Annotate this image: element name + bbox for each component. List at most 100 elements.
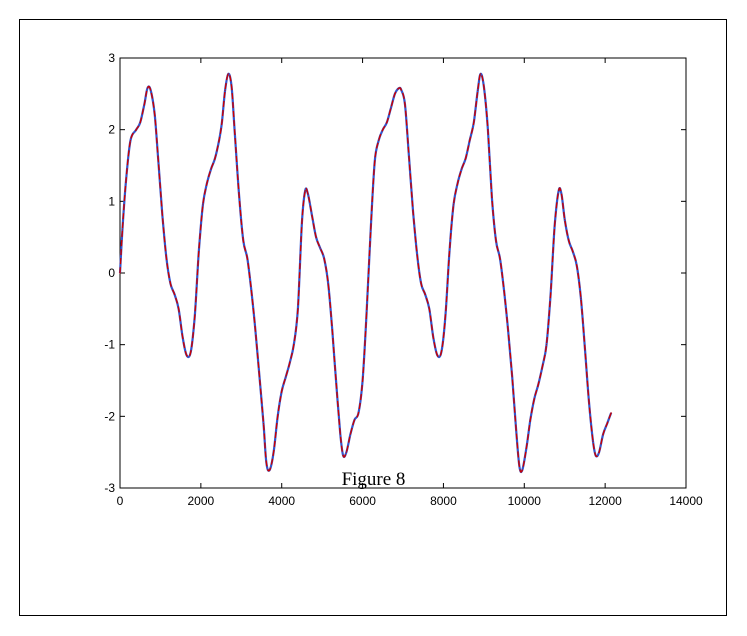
data-point <box>304 190 306 192</box>
data-point <box>119 272 121 274</box>
data-point <box>533 397 536 399</box>
x-tick-label: 14000 <box>669 494 703 508</box>
data-point <box>400 89 402 91</box>
data-point <box>432 336 434 339</box>
data-point <box>182 336 184 339</box>
data-point <box>285 376 287 378</box>
data-point <box>143 104 145 106</box>
data-point <box>242 240 244 242</box>
data-point <box>273 451 275 453</box>
data-point <box>169 283 172 285</box>
data-point <box>404 104 406 106</box>
y-tick-label: -3 <box>104 481 115 495</box>
data-point <box>487 129 489 131</box>
data-point <box>444 315 446 317</box>
x-tick-label: 4000 <box>268 494 295 508</box>
data-point <box>598 451 600 453</box>
data-point <box>357 412 360 414</box>
data-point <box>349 433 351 435</box>
data-point <box>234 132 236 134</box>
data-point <box>554 225 556 227</box>
data-point <box>420 283 422 285</box>
data-point <box>157 161 159 163</box>
data-point <box>214 157 216 159</box>
data-point <box>231 86 233 88</box>
data-point <box>560 193 563 195</box>
data-point <box>165 258 168 260</box>
data-point <box>146 87 149 89</box>
x-tick-label: 0 <box>117 494 124 508</box>
data-point <box>342 455 344 457</box>
data-point <box>592 440 594 442</box>
data-point <box>507 329 509 331</box>
data-point <box>311 215 313 217</box>
data-point <box>448 250 451 253</box>
data-point <box>529 419 531 421</box>
data-point <box>262 422 265 425</box>
data-point <box>558 190 560 192</box>
data-point <box>568 240 570 242</box>
data-point <box>277 415 279 417</box>
data-point <box>374 161 376 163</box>
data-point <box>503 290 505 292</box>
data-point <box>265 462 267 464</box>
data-point <box>436 354 438 356</box>
data-point <box>161 215 163 217</box>
data-point <box>194 315 196 317</box>
data-point <box>461 168 463 170</box>
data-point <box>125 179 127 181</box>
data-point <box>319 247 321 249</box>
data-point <box>224 89 226 91</box>
data-point <box>254 329 256 331</box>
data-point <box>378 139 380 141</box>
data-point <box>370 229 372 231</box>
x-tick-label: 2000 <box>188 494 215 508</box>
data-point <box>258 376 261 378</box>
y-tick-label: 3 <box>108 51 115 65</box>
data-point <box>135 129 137 131</box>
data-point <box>511 376 513 378</box>
axis-tick-labels: 0 2000 4000 6000 8000 10000 12000 14000 -3 -2 -1 0 1… <box>104 51 703 508</box>
data-point <box>190 351 192 353</box>
data-point <box>580 297 582 299</box>
data-point <box>477 89 479 91</box>
data-point <box>606 422 608 425</box>
data-point <box>465 157 467 159</box>
data-point <box>595 455 597 457</box>
data-point <box>386 121 388 124</box>
data-point <box>198 250 200 253</box>
data-point <box>469 139 471 141</box>
data-point <box>602 433 604 435</box>
x-tick-label: 8000 <box>430 494 457 508</box>
data-point <box>250 290 252 292</box>
data-point <box>495 240 497 242</box>
data-point <box>150 89 152 91</box>
data-point <box>345 451 347 453</box>
data-point <box>186 354 188 356</box>
data-point <box>353 419 356 421</box>
data-point <box>518 465 521 468</box>
data-point <box>550 293 552 296</box>
data-point <box>564 218 566 220</box>
data-point <box>576 265 578 267</box>
data-point <box>307 193 309 195</box>
data-point <box>139 121 141 124</box>
data-point <box>572 250 574 253</box>
x-tick-label: 6000 <box>349 494 376 508</box>
data-point <box>202 204 204 206</box>
y-tick-label: 1 <box>108 194 115 208</box>
data-series <box>118 72 613 474</box>
data-point <box>315 236 317 238</box>
data-point <box>584 347 586 349</box>
data-point <box>457 182 459 184</box>
data-point <box>227 73 229 75</box>
data-point <box>412 211 414 213</box>
data-point <box>424 293 426 296</box>
data-point <box>339 433 341 435</box>
data-point <box>428 308 430 310</box>
data-point <box>331 329 333 331</box>
data-point <box>610 412 612 414</box>
data-point <box>515 430 517 432</box>
data-point <box>382 129 384 131</box>
